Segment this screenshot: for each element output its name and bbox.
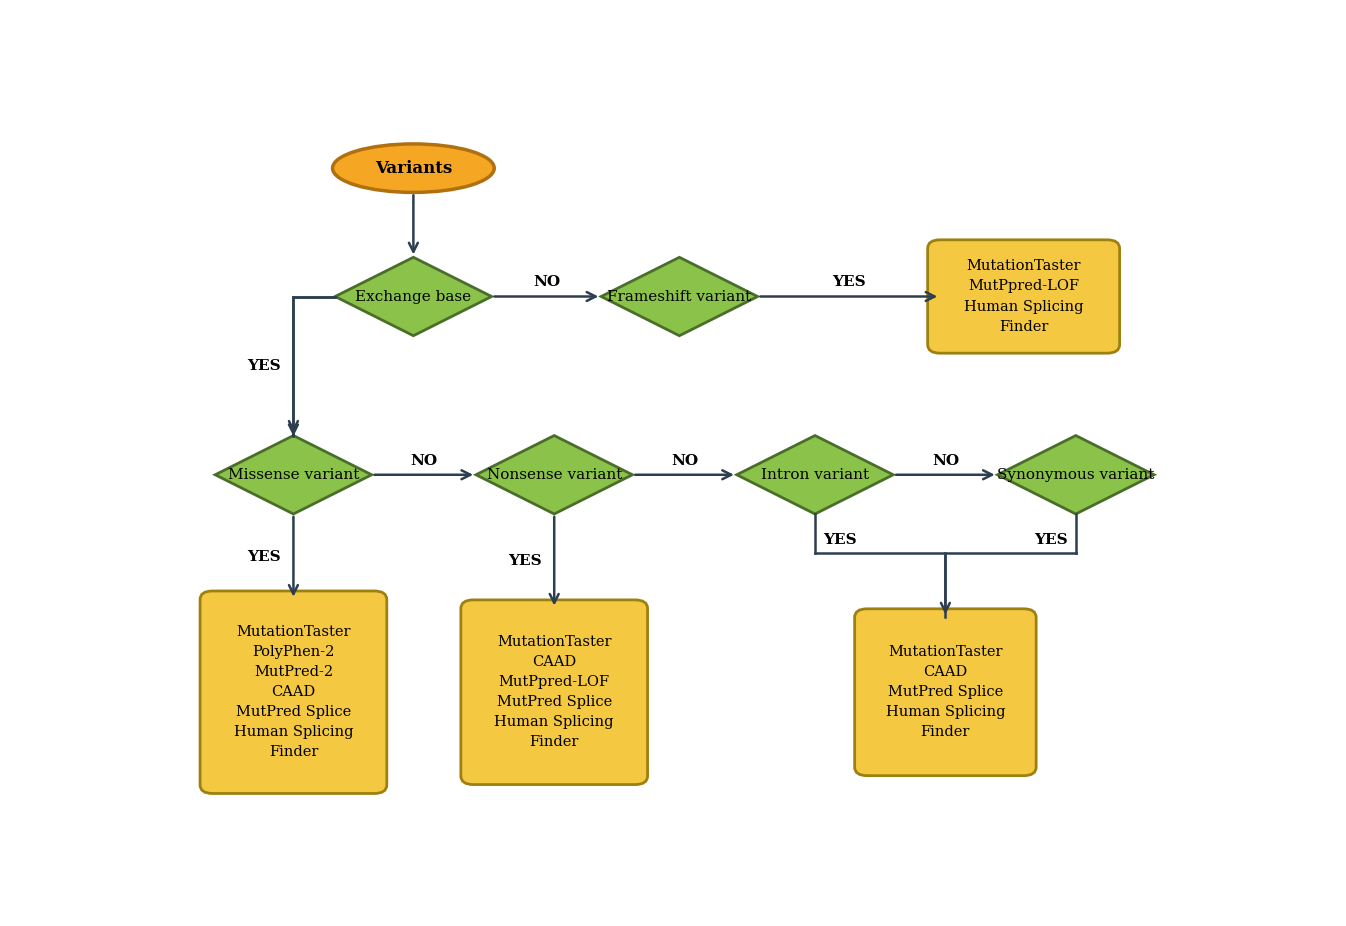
- FancyBboxPatch shape: [855, 608, 1036, 776]
- Polygon shape: [215, 435, 371, 514]
- FancyBboxPatch shape: [201, 591, 386, 794]
- Text: Exchange base: Exchange base: [355, 290, 471, 304]
- Text: MutationTaster
CAAD
MutPred Splice
Human Splicing
Finder: MutationTaster CAAD MutPred Splice Human…: [886, 645, 1005, 739]
- Text: YES: YES: [824, 533, 857, 547]
- Text: NO: NO: [533, 275, 560, 289]
- Ellipse shape: [332, 144, 494, 193]
- Text: MutationTaster
PolyPhen-2
MutPred-2
CAAD
MutPred Splice
Human Splicing
Finder: MutationTaster PolyPhen-2 MutPred-2 CAAD…: [234, 625, 353, 759]
- Polygon shape: [476, 435, 633, 514]
- Text: Synonymous variant: Synonymous variant: [997, 468, 1155, 482]
- FancyBboxPatch shape: [460, 600, 647, 784]
- Text: Frameshift variant: Frameshift variant: [607, 290, 751, 304]
- Text: MutationTaster
MutPpred-LOF
Human Splicing
Finder: MutationTaster MutPpred-LOF Human Splici…: [964, 259, 1084, 333]
- Text: NO: NO: [672, 454, 699, 468]
- Polygon shape: [736, 435, 894, 514]
- Text: NO: NO: [931, 454, 958, 468]
- Text: YES: YES: [1034, 533, 1067, 547]
- Text: YES: YES: [507, 555, 541, 569]
- Polygon shape: [335, 257, 491, 336]
- Text: NO: NO: [411, 454, 437, 468]
- Text: Intron variant: Intron variant: [760, 468, 870, 482]
- Text: Variants: Variants: [374, 159, 452, 177]
- Text: YES: YES: [248, 550, 281, 564]
- Text: YES: YES: [832, 275, 865, 289]
- Text: Nonsense variant: Nonsense variant: [486, 468, 622, 482]
- Text: Missense variant: Missense variant: [227, 468, 359, 482]
- FancyBboxPatch shape: [927, 240, 1120, 353]
- Polygon shape: [997, 435, 1154, 514]
- Text: MutationTaster
CAAD
MutPpred-LOF
MutPred Splice
Human Splicing
Finder: MutationTaster CAAD MutPpred-LOF MutPred…: [494, 635, 614, 749]
- Polygon shape: [602, 257, 758, 336]
- Text: YES: YES: [248, 359, 281, 373]
